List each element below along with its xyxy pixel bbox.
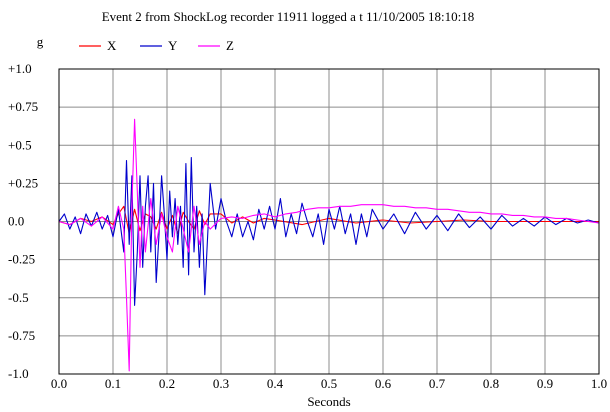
x-tick-label: 0.5 (321, 376, 337, 391)
x-tick-label: 0.3 (213, 376, 229, 391)
y-tick-label: -1.0 (8, 366, 29, 381)
x-axis-label: Seconds (307, 394, 350, 409)
series-line-x (58, 205, 599, 235)
axis-ticks: 0.0 0.1 0.2 0.3 0.4 0.5 0.6 0.7 0.8 0.9 1.0 +1.0 +0.… (8, 61, 607, 391)
series-line-z (58, 118, 600, 372)
series-line-y (58, 156, 600, 306)
legend-label-x: X (107, 38, 117, 53)
y-tick-label: +0.5 (8, 137, 32, 152)
x-tick-label: 1.0 (591, 376, 607, 391)
y-tick-label: +1.0 (8, 61, 32, 76)
x-tick-label: 0.0 (51, 376, 67, 391)
y-tick-label: -0.75 (8, 328, 35, 343)
legend-label-y: Y (168, 38, 178, 53)
y-tick-label: -0.5 (8, 290, 29, 305)
x-tick-label: 0.2 (159, 376, 175, 391)
x-tick-label: 0.4 (267, 376, 284, 391)
series-lines (58, 118, 600, 372)
chart-title: Event 2 from ShockLog recorder 11911 log… (102, 9, 475, 24)
legend-label-z: Z (226, 38, 234, 53)
x-tick-label: 0.7 (429, 376, 446, 391)
plot-area-border (58, 68, 600, 375)
y-tick-label: +0.25 (8, 175, 38, 190)
y-tick-label: +0.75 (8, 99, 38, 114)
y-axis-label: g (37, 34, 44, 49)
x-tick-label: 0.8 (483, 376, 499, 391)
y-tick-label: -0.25 (8, 252, 35, 267)
x-tick-label: 0.1 (105, 376, 121, 391)
legend: X Y Z (79, 38, 234, 53)
x-tick-label: 0.6 (375, 376, 392, 391)
y-tick-label: 0.0 (8, 214, 24, 229)
x-tick-label: 0.9 (537, 376, 553, 391)
